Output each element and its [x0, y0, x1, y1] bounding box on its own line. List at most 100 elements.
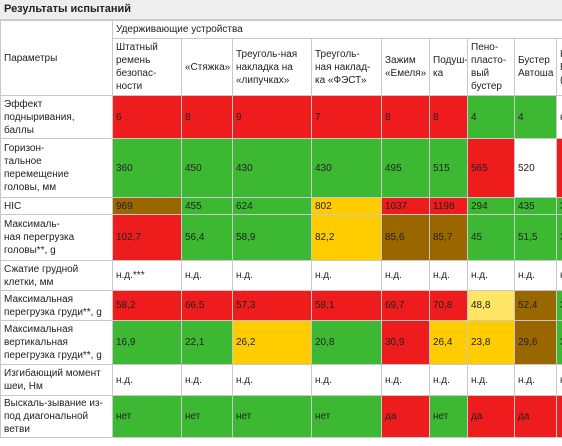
row-label: Выскаль-зывание из- под диагональной вет… — [0, 395, 113, 438]
value-cell: н.д. — [311, 260, 382, 291]
value-cell: н.д. — [381, 260, 430, 291]
value-cell: 3 — [555, 320, 562, 365]
value-cell: н.д. — [232, 260, 312, 291]
value-cell: 26,4 — [429, 320, 468, 365]
value-cell: 802 — [311, 197, 382, 215]
value-cell: 58,1 — [311, 290, 382, 321]
value-cell: н.д. — [467, 260, 515, 291]
value-cell: 16,9 — [112, 320, 182, 365]
header-row: Параметры Удерживающие устройства — [0, 20, 562, 96]
data-row: Эффект подныривания, баллы68978844н — [0, 95, 562, 139]
value-cell: 3 — [555, 214, 562, 261]
value-cell: 56,4 — [181, 214, 233, 261]
value-cell: н.д. — [467, 364, 515, 396]
group-header: Удерживающие устройства — [111, 20, 562, 39]
column-header: Треуголь- ная наклад- ка «ФЭСТ» — [311, 38, 382, 96]
value-cell: н.д. — [514, 260, 557, 291]
value-cell: нет — [311, 395, 382, 438]
value-cell: н.д. — [429, 364, 468, 396]
value-cell: 495 — [381, 138, 430, 198]
value-cell: 430 — [311, 138, 382, 198]
value-cell: 58,2 — [112, 290, 182, 321]
value-cell: 20,8 — [311, 320, 382, 365]
row-label: Изгибающий момент шеи, Нм — [0, 364, 113, 396]
data-row: Сжатие грудной клетки, мм н.д.*** н.д. н.д.… — [0, 260, 562, 291]
value-cell: 294 — [467, 197, 515, 215]
data-row: HIC969455624802103711982944353 — [0, 197, 562, 215]
data-row: Максималь- ная перегрузка головы**, g 102… — [0, 214, 562, 261]
value-cell: да — [381, 395, 430, 438]
value-cell: н.д. — [232, 364, 312, 396]
value-cell — [555, 395, 562, 438]
value-cell: 58,9 — [232, 214, 312, 261]
column-header: Треуголь-ная накладка на «липучках» — [232, 38, 312, 96]
value-cell: н.д. — [181, 364, 233, 396]
value-cell: 85,6 — [381, 214, 430, 261]
value-cell: да — [467, 395, 515, 438]
value-cell: 29,6 — [514, 320, 557, 365]
value-cell: нет — [112, 395, 182, 438]
value-cell: 45 — [467, 214, 515, 261]
value-cell: 360 — [112, 138, 182, 198]
value-cell: 515 — [429, 138, 468, 198]
value-cell: да — [514, 395, 557, 438]
data-row: Максимальная вертикальная перегрузка гру… — [0, 320, 562, 365]
value-cell: нет — [181, 395, 233, 438]
title: Результаты испытаний — [0, 0, 562, 20]
value-cell: н.д. — [429, 260, 468, 291]
data-row: Изгибающий момент шеи, Нм н.д. н.д. н.д. н.д… — [0, 364, 562, 396]
value-cell: 82,2 — [311, 214, 382, 261]
value-cell: 520 — [514, 138, 557, 198]
value-cell: н — [555, 95, 562, 139]
value-cell: 23,8 — [467, 320, 515, 365]
value-cell: 70,8 — [429, 290, 468, 321]
column-header: Подуш- ка — [429, 38, 468, 96]
row-label: Максимальная перегрузка груди**, g — [0, 290, 113, 321]
value-cell: 26,2 — [232, 320, 312, 365]
value-cell: н.д. — [311, 364, 382, 396]
data-row: Горизон- тальное перемещение головы, мм 3… — [0, 138, 562, 198]
value-cell: 9 — [232, 95, 312, 139]
value-cell: н — [555, 364, 562, 396]
value-cell: н — [555, 260, 562, 291]
column-header: Н Б ( — [555, 38, 562, 96]
column-header: Штатный ремень безопас- ности — [112, 38, 182, 96]
value-cell: н.д. — [181, 260, 233, 291]
value-cell: 6 — [112, 95, 182, 139]
value-cell: 4 — [514, 95, 557, 139]
value-cell: 7 — [311, 95, 382, 139]
value-cell: 1037 — [381, 197, 430, 215]
value-cell: 8 — [181, 95, 233, 139]
value-cell: 30,9 — [381, 320, 430, 365]
column-header: «Стяжка» — [181, 38, 233, 96]
value-cell: 969 — [112, 197, 182, 215]
value-cell: 455 — [181, 197, 233, 215]
column-header: Зажим «Емеля» — [381, 38, 430, 96]
value-cell: н.д. — [381, 364, 430, 396]
value-cell: 435 — [514, 197, 557, 215]
value-cell: 1198 — [429, 197, 468, 215]
value-cell: 102,7 — [112, 214, 182, 261]
column-header: Пено- пласто- вый бустер — [467, 38, 515, 96]
value-cell: 48,8 — [467, 290, 515, 321]
param-header: Параметры — [0, 20, 113, 96]
data-row: Максимальная перегрузка груди**, g 58,2 66… — [0, 290, 562, 321]
value-cell: 85,7 — [429, 214, 468, 261]
value-cell: н.д. — [514, 364, 557, 396]
value-cell: нет — [429, 395, 468, 438]
value-cell: нет — [232, 395, 312, 438]
row-label: Сжатие грудной клетки, мм — [0, 260, 113, 291]
results-table: Параметры Удерживающие устройства Штатный … — [0, 20, 562, 438]
column-header: Бустер Автоша — [514, 38, 557, 96]
value-cell: 66,5 — [181, 290, 233, 321]
value-cell: 22,1 — [181, 320, 233, 365]
row-label: Максимальная вертикальная перегрузка гру… — [0, 320, 113, 365]
value-cell: 8 — [381, 95, 430, 139]
value-cell: 3 — [555, 197, 562, 215]
value-cell: 450 — [181, 138, 233, 198]
value-cell: 430 — [232, 138, 312, 198]
row-label: Горизон- тальное перемещение головы, мм — [0, 138, 113, 198]
row-label: Максималь- ная перегрузка головы**, g — [0, 214, 113, 261]
data-row: Выскаль-зывание из- под диагональной вет… — [0, 395, 562, 438]
